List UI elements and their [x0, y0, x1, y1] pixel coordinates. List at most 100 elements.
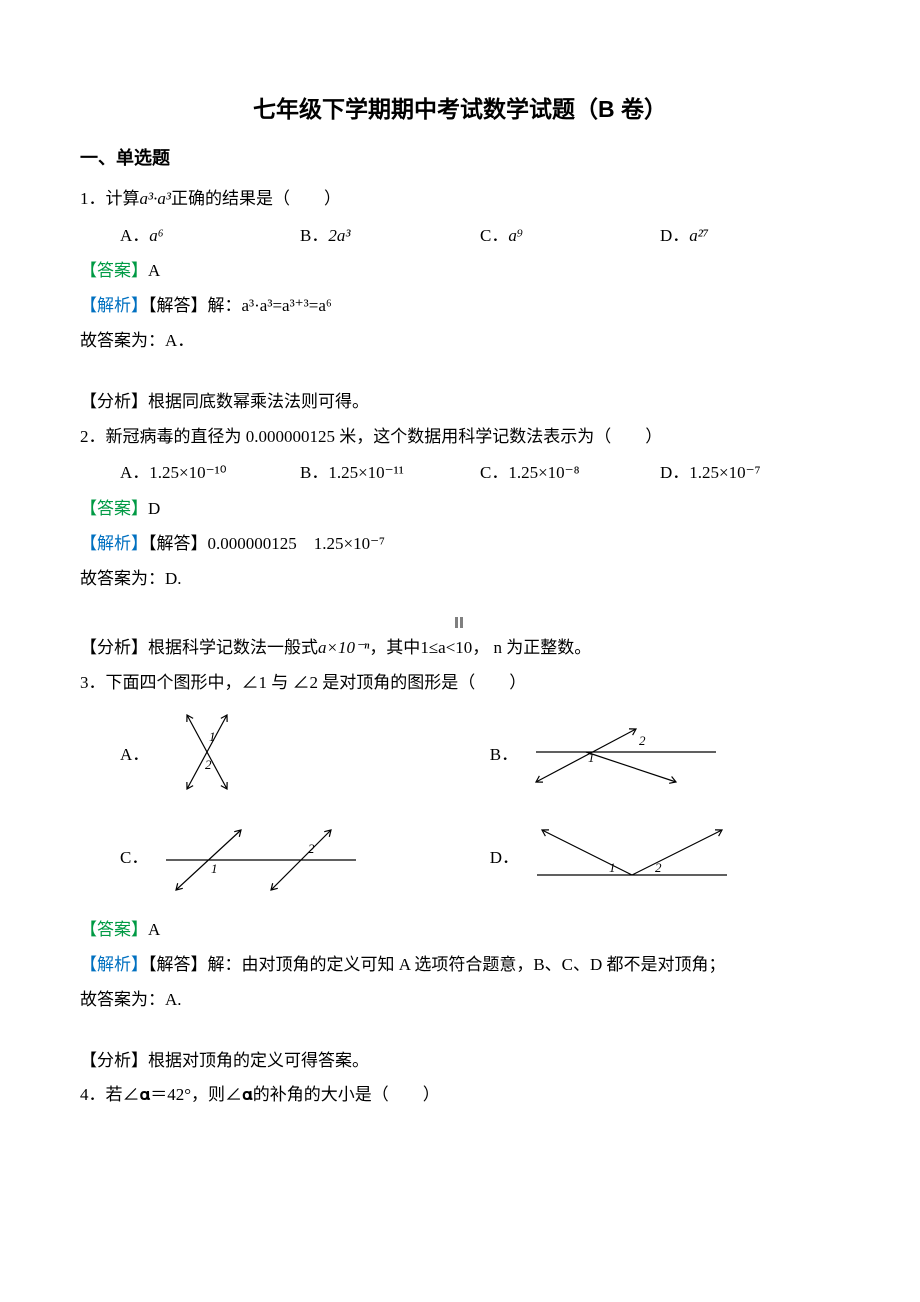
opt-math: 2a³: [328, 226, 350, 245]
q3-diagram-c: 12: [156, 815, 366, 895]
q1-opt-a: A．a⁶: [120, 217, 300, 254]
q3-explain: 【解析】【解答】解：由对顶角的定义可知 A 选项符合题意，B、C、D 都不是对顶…: [80, 948, 840, 983]
explain-label: 【解答】: [148, 955, 208, 974]
q3-diagram-d: 12: [527, 820, 737, 890]
q2-fenxi-pre: 根据科学记数法一般式: [148, 638, 318, 657]
svg-text:1: 1: [211, 861, 218, 876]
pause-icon: [455, 613, 465, 631]
q1-opt-c: C．a⁹: [480, 217, 660, 254]
opt-label: D．: [660, 463, 689, 482]
q3-row1: A． 12 B． 12: [80, 707, 840, 797]
q2-opt-b: B．1.25×10⁻¹¹: [300, 454, 480, 491]
opt-label: C．: [480, 226, 508, 245]
fenxi-label: 【分析】: [80, 638, 148, 657]
answer-label: 【答案】: [80, 261, 148, 280]
svg-text:1: 1: [588, 750, 595, 765]
analysis-label: 【解析】: [80, 955, 148, 974]
q4-stem: 4．若∠𝛂＝42°，则∠𝛂的补角的大小是（ ）: [80, 1078, 840, 1113]
svg-text:2: 2: [639, 733, 646, 748]
q3-so: 故答案为：A.: [80, 983, 840, 1018]
q1-answer: 【答案】A: [80, 254, 840, 289]
q2-fenxi-m1: a×10⁻ⁿ: [318, 638, 369, 657]
q1-opt-d: D．a²⁷: [660, 217, 840, 254]
q2-answer: 【答案】D: [80, 492, 840, 527]
q3-row2: C． 12 D． 12: [80, 815, 840, 895]
opt-label: A．: [120, 740, 149, 765]
spacer: [80, 359, 840, 385]
q1-stem-suffix: 正确的结果是（ ）: [171, 189, 341, 208]
q3-opt-a: A． 12: [80, 707, 490, 797]
q1-explain-prefix: 解：: [208, 296, 242, 315]
q3-answer-value: A: [148, 920, 160, 939]
q1-fenxi-text: 根据同底数幂乘法法则可得。: [148, 392, 369, 411]
opt-math: a²⁷: [689, 226, 709, 245]
q3-opt-c: C． 12: [80, 815, 490, 895]
opt-label: A．: [120, 463, 149, 482]
opt-math: 1.25×10⁻¹⁰: [149, 463, 226, 482]
svg-text:1: 1: [209, 729, 216, 744]
q2-stem: 2．新冠病毒的直径为 0.000000125 米，这个数据用科学记数法表示为（ …: [80, 420, 840, 455]
answer-label: 【答案】: [80, 920, 148, 939]
q2-opt-c: C．1.25×10⁻⁸: [480, 454, 660, 491]
svg-text:2: 2: [308, 841, 315, 856]
q1-explain: 【解析】【解答】解：a³·a³=a³⁺³=a⁶: [80, 289, 840, 324]
q1-so: 故答案为：A．: [80, 324, 840, 359]
q1-stem-prefix: 1．计算: [80, 189, 140, 208]
explain-label: 【解答】: [148, 296, 208, 315]
q3-diagram-a: 12: [157, 707, 257, 797]
opt-label: D．: [490, 843, 519, 868]
svg-text:1: 1: [609, 860, 616, 875]
q2-opt-d: D．1.25×10⁻⁷: [660, 454, 840, 491]
q1-fenxi: 【分析】根据同底数幂乘法法则可得。: [80, 385, 840, 420]
q2-options: A．1.25×10⁻¹⁰ B．1.25×10⁻¹¹ C．1.25×10⁻⁸ D．…: [120, 454, 840, 491]
q1-explain-math: a³·a³=a³⁺³=a⁶: [242, 296, 332, 315]
q2-explain-text: 0.000000125 1.25×10⁻⁷: [208, 534, 386, 553]
fenxi-label: 【分析】: [80, 392, 148, 411]
q3-stem: 3．下面四个图形中，∠1 与 ∠2 是对顶角的图形是（ ）: [80, 666, 840, 701]
svg-text:2: 2: [205, 757, 212, 772]
section-heading: 一、单选题: [80, 144, 840, 170]
opt-math: 1.25×10⁻¹¹: [328, 463, 404, 482]
q2-answer-value: D: [148, 499, 160, 518]
q2-fenxi-mid: ，其中: [369, 638, 420, 657]
q2-fenxi-m2: 1≤a<10: [420, 638, 472, 657]
q1-stem-math: a³·a³: [140, 189, 171, 208]
opt-label: D．: [660, 226, 689, 245]
analysis-label: 【解析】: [80, 296, 148, 315]
q2-so: 故答案为：D.: [80, 562, 840, 597]
q2-fenxi-post: ， n 为正整数。: [472, 638, 591, 657]
opt-label: B．: [300, 463, 328, 482]
q3-fenxi-text: 根据对顶角的定义可得答案。: [148, 1051, 369, 1070]
opt-math: 1.25×10⁻⁸: [508, 463, 579, 482]
q1-options: A．a⁶ B．2a³ C．a⁹ D．a²⁷: [120, 217, 840, 254]
analysis-label: 【解析】: [80, 534, 148, 553]
explain-label: 【解答】: [148, 534, 208, 553]
opt-label: B．: [300, 226, 328, 245]
opt-math: a⁶: [149, 226, 163, 245]
q3-opt-b: B． 12: [490, 707, 840, 797]
fenxi-label: 【分析】: [80, 1051, 148, 1070]
page-title: 七年级下学期期中考试数学试题（B 卷）: [80, 90, 840, 124]
opt-label: C．: [480, 463, 508, 482]
q3-opt-d: D． 12: [490, 815, 840, 895]
opt-math: a⁹: [508, 226, 522, 245]
q3-answer: 【答案】A: [80, 913, 840, 948]
spacer: [80, 596, 840, 610]
answer-label: 【答案】: [80, 499, 148, 518]
opt-math: 1.25×10⁻⁷: [689, 463, 760, 482]
q3-explain-text: 解：由对顶角的定义可知 A 选项符合题意，B、C、D 都不是对顶角；: [208, 955, 726, 974]
q2-opt-a: A．1.25×10⁻¹⁰: [120, 454, 300, 491]
pause-divider: [80, 610, 840, 631]
q1-stem: 1．计算a³·a³正确的结果是（ ）: [80, 182, 840, 217]
opt-label: B．: [490, 740, 518, 765]
q1-opt-b: B．2a³: [300, 217, 480, 254]
q3-diagram-b: 12: [526, 717, 726, 787]
q1-answer-value: A: [148, 261, 160, 280]
q2-fenxi: 【分析】根据科学记数法一般式a×10⁻ⁿ，其中1≤a<10， n 为正整数。: [80, 631, 840, 666]
q2-explain: 【解析】【解答】0.000000125 1.25×10⁻⁷: [80, 527, 840, 562]
svg-text:2: 2: [655, 860, 662, 875]
q3-fenxi: 【分析】根据对顶角的定义可得答案。: [80, 1044, 840, 1079]
opt-label: C．: [120, 843, 148, 868]
opt-label: A．: [120, 226, 149, 245]
spacer: [80, 1018, 840, 1044]
